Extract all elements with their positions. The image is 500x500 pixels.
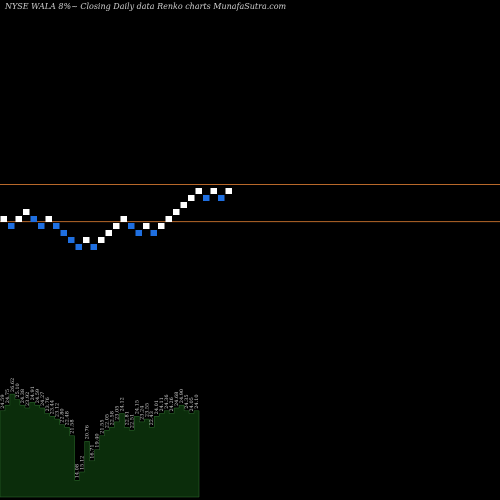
- volume-label: 23.05: [114, 406, 120, 420]
- volume-label: 24.27: [40, 392, 46, 406]
- volume-label: 24.10: [194, 394, 200, 408]
- renko-brick-up: [120, 216, 127, 222]
- volume-label: 21.55: [100, 419, 106, 433]
- volume-label: 22.80: [60, 408, 66, 422]
- renko-brick-up: [225, 188, 232, 194]
- volume-label: 22.43: [149, 411, 155, 425]
- renko-brick-up: [83, 237, 90, 243]
- volume-area-fill: [0, 393, 200, 498]
- renko-brick-up: [98, 237, 105, 243]
- volume-label: 24.35: [184, 394, 190, 408]
- volume-label: 24.15: [134, 400, 140, 414]
- renko-brick-down: [90, 244, 97, 250]
- volume-label: 19.40: [95, 433, 101, 447]
- volume-label: 14.08: [75, 464, 81, 478]
- renko-brick-up: [210, 188, 217, 194]
- renko-brick-up: [195, 188, 202, 194]
- volume-label: 22.51: [129, 414, 135, 428]
- volume-area: [0, 393, 200, 498]
- volume-label: 24.90: [179, 389, 185, 403]
- renko-brick-up: [0, 216, 7, 222]
- volume-label: 15.12: [80, 456, 86, 470]
- renko-brick-up: [165, 216, 172, 222]
- volume-label: 25.10: [15, 383, 21, 397]
- volume-label: 22.05: [105, 414, 111, 428]
- volume-label: 24.91: [30, 386, 36, 400]
- volume-label: 22.48: [65, 411, 71, 425]
- volume-label: 24.38: [20, 389, 26, 403]
- volume-label: 23.24: [139, 406, 145, 420]
- volume-label: 24.12: [119, 397, 125, 411]
- renko-brick-down: [30, 216, 37, 222]
- renko-brick-up: [158, 223, 165, 229]
- volume-label: 24.59: [0, 394, 6, 408]
- renko-brick-up: [113, 223, 120, 229]
- renko-brick-up: [15, 216, 22, 222]
- volume-label: 24.68: [174, 392, 180, 406]
- volume-label: 24.11: [159, 397, 165, 411]
- volume-label: 22.58: [109, 411, 115, 425]
- renko-brick-up: [188, 195, 195, 201]
- chart-title: NYSE WALA 8%~ Closing Daily data Renko c…: [4, 2, 287, 11]
- renko-brick-up: [23, 209, 30, 215]
- renko-brick-down: [128, 223, 135, 229]
- volume-label: 21.58: [70, 419, 76, 433]
- renko-brick-down: [68, 237, 75, 243]
- renko-brick-up: [45, 216, 52, 222]
- renko-brick-down: [203, 195, 210, 201]
- volume-label: 24.05: [189, 397, 195, 411]
- renko-brick-down: [53, 223, 60, 229]
- renko-brick-down: [135, 230, 142, 236]
- renko-brick-up: [105, 230, 112, 236]
- renko-brick-down: [218, 195, 225, 201]
- volume-label: 24.36: [164, 394, 170, 408]
- renko-brick-up: [143, 223, 150, 229]
- volume-label: 23.92: [25, 392, 31, 406]
- volume-label: 26.62: [10, 378, 16, 392]
- volume-label: 22.81: [124, 411, 130, 425]
- renko-brick-up: [180, 202, 187, 208]
- reference-lines: [0, 184, 500, 223]
- renko-brick-down: [60, 230, 67, 236]
- volume-label: 24.26: [169, 397, 175, 411]
- renko-brick-down: [38, 223, 45, 229]
- volume-label: 24.59: [35, 389, 41, 403]
- volume-label: 16.71: [90, 444, 96, 458]
- volume-label: 23.55: [144, 403, 150, 417]
- volume-label: 24.75: [5, 389, 11, 403]
- volume-label: 23.76: [45, 397, 51, 411]
- volume-label: 24.01: [154, 400, 160, 414]
- renko-brick-down: [75, 244, 82, 250]
- volume-label: 20.76: [85, 425, 91, 439]
- volume-label: 23.44: [50, 400, 56, 414]
- renko-brick-down: [8, 223, 15, 229]
- renko-brick-up: [173, 209, 180, 215]
- volume-label: 23.12: [55, 403, 61, 417]
- renko-bricks: [0, 188, 232, 250]
- renko-brick-down: [150, 230, 157, 236]
